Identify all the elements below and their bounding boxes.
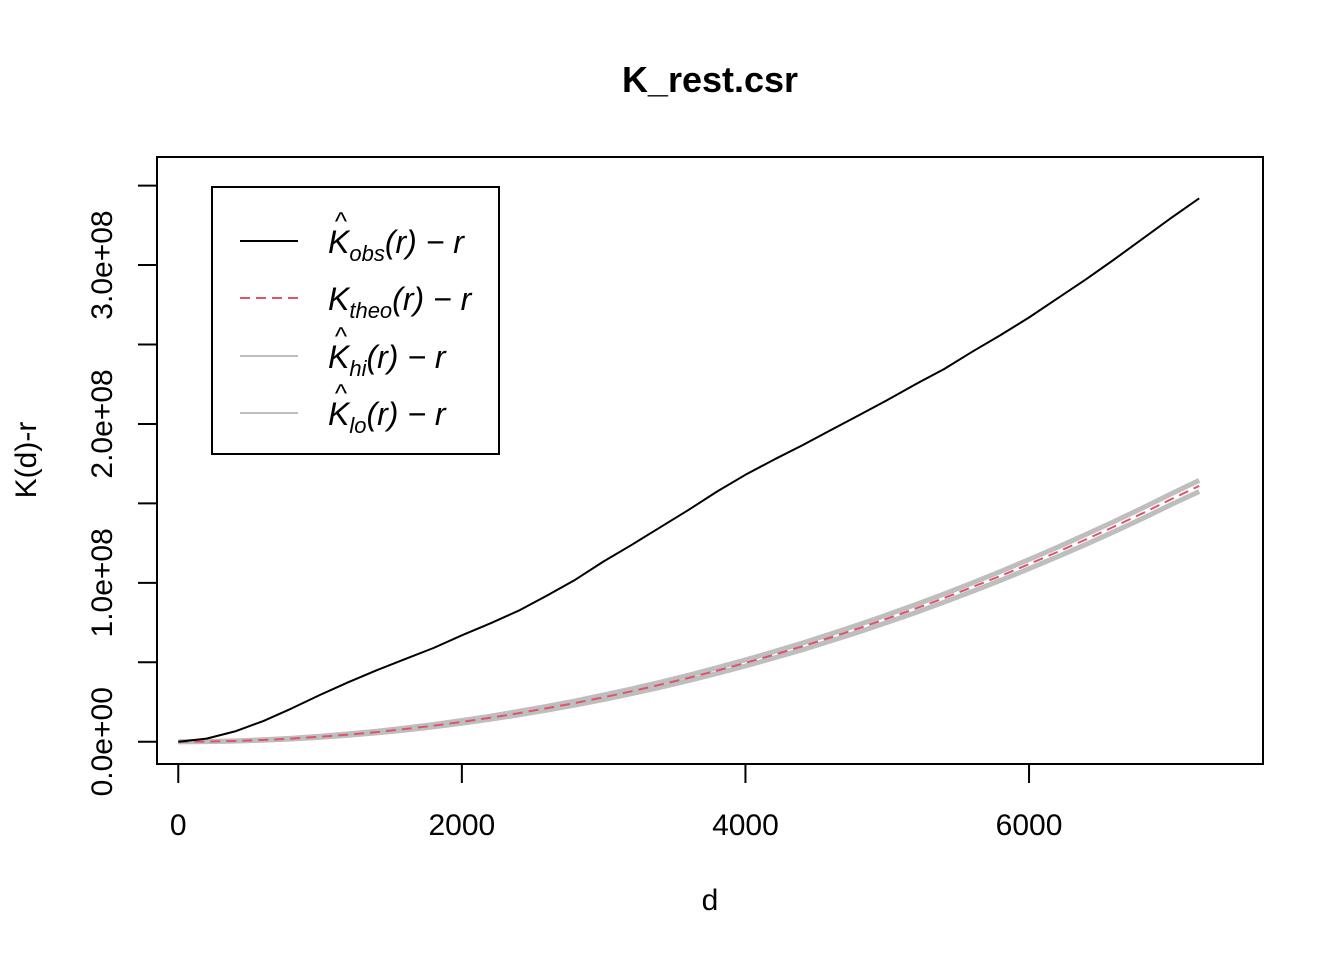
series-layer — [178, 197, 1201, 745]
series-line-lo — [178, 489, 1201, 745]
legend-label: Ktheo(r) − r — [328, 281, 473, 323]
x-axis-label: d — [702, 884, 719, 917]
legend-label: Kobs(r) − r — [328, 224, 465, 266]
y-tick-label: 3.0e+08 — [86, 210, 119, 319]
y-axis-label: K(d)-r — [10, 422, 43, 499]
x-axis: 0 2000 4000 6000 — [170, 763, 1063, 842]
x-tick-label: 2000 — [428, 809, 495, 842]
hat-icon: ^ — [335, 378, 348, 408]
x-tick-label: 6000 — [996, 809, 1063, 842]
hat-icon: ^ — [335, 321, 348, 351]
series-line-obs — [178, 197, 1200, 743]
legend-entry-lo: Klo(r) − r^ — [240, 378, 447, 438]
legend-box — [211, 186, 500, 455]
legend-label: Klo(r) − r — [328, 396, 447, 438]
legend-entry-theo: Ktheo(r) − r — [240, 281, 473, 323]
y-tick-label: 1.0e+08 — [86, 528, 119, 637]
y-tick-label: 0.0e+00 — [86, 687, 119, 796]
legend-entry-obs: Kobs(r) − r^ — [240, 206, 465, 266]
y-axis: 0.0e+00 1.0e+08 2.0e+08 3.0e+08 — [86, 184, 158, 796]
series-line-theo — [178, 484, 1200, 743]
y-tick-label: 2.0e+08 — [86, 369, 119, 478]
series-line-hi — [178, 478, 1201, 745]
legend-entry-hi: Khi(r) − r^ — [240, 321, 447, 381]
legend-label: Khi(r) − r — [328, 339, 447, 381]
chart-title: K_rest.csr — [622, 59, 798, 100]
hat-icon: ^ — [335, 206, 348, 236]
x-tick-label: 0 — [170, 809, 187, 842]
x-tick-label: 4000 — [712, 809, 779, 842]
